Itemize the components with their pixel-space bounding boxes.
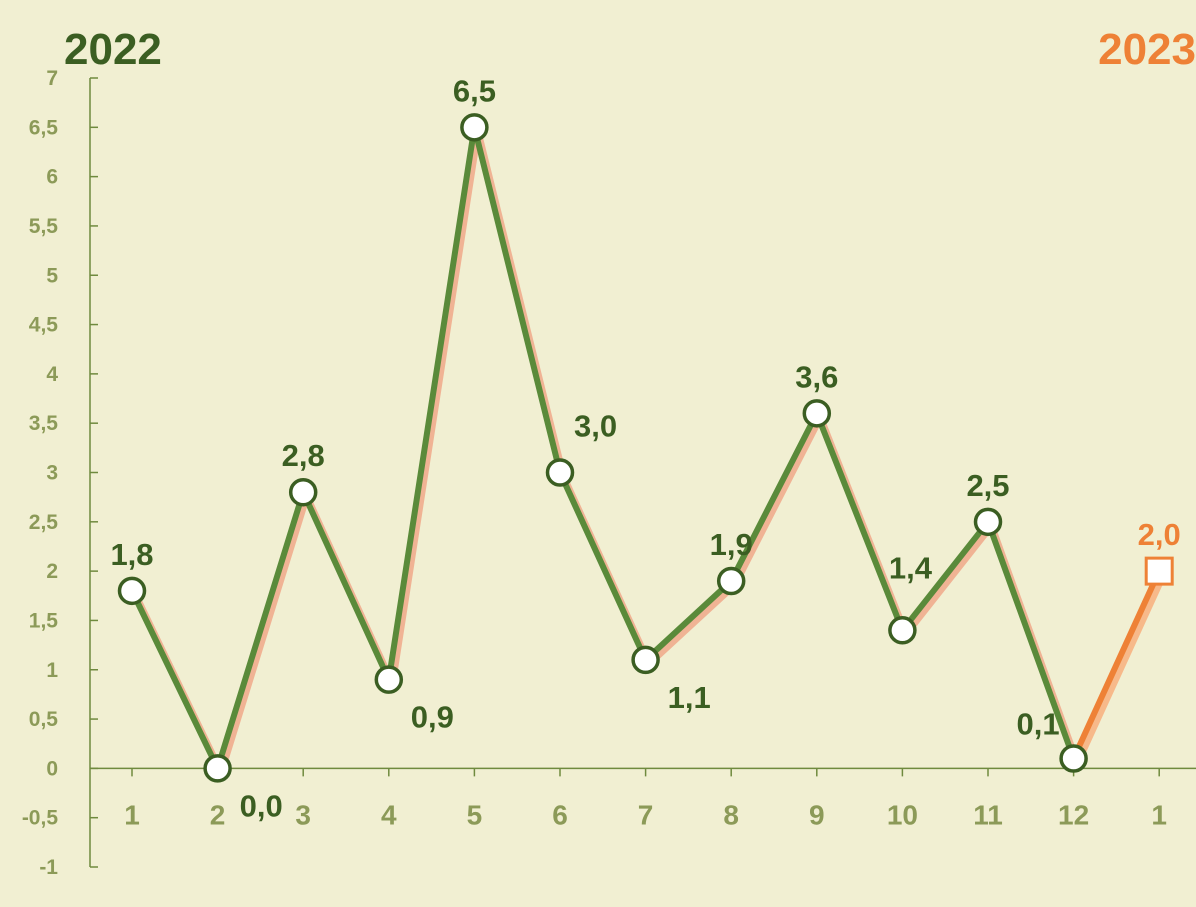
x-tick-label: 4 — [381, 799, 397, 830]
data-label-2022: 1,8 — [110, 537, 153, 572]
x-tick-label: 6 — [552, 799, 568, 830]
x-tick-label: 9 — [809, 799, 825, 830]
data-label-2022: 1,4 — [889, 550, 933, 585]
data-label-2022: 6,5 — [453, 73, 496, 108]
data-point-2022 — [802, 399, 832, 428]
y-tick-label: 5,5 — [29, 215, 59, 238]
y-tick-label: 3,5 — [29, 412, 59, 435]
y-tick-label: 7 — [46, 67, 58, 90]
data-label-2022: 1,1 — [668, 680, 711, 715]
data-label-2022: 3,0 — [574, 409, 617, 444]
data-point-2022 — [288, 477, 318, 507]
series-2022-line — [129, 124, 1077, 772]
series-2023-legend: 2023 — [1098, 25, 1196, 74]
data-label-2022: 2,8 — [282, 438, 325, 473]
data-label-2022: 2,5 — [966, 468, 1009, 503]
data-point-2022 — [545, 458, 575, 487]
y-tick-label: 0,5 — [29, 708, 59, 731]
x-tick-label: 2 — [210, 799, 226, 830]
data-label-2022: 3,6 — [795, 359, 838, 394]
data-label-2022: 1,9 — [710, 527, 753, 562]
x-tick-label: 8 — [723, 799, 739, 830]
y-tick-label: 6 — [46, 166, 58, 189]
data-label-2022: 0,9 — [411, 700, 454, 735]
y-tick-label: -0,5 — [22, 807, 59, 830]
x-tick-label: 7 — [638, 799, 654, 830]
y-tick-label: 2 — [46, 560, 58, 583]
y-tick-label: 1 — [46, 659, 58, 682]
x-tick-label: 11 — [973, 799, 1003, 830]
data-point-2022 — [1059, 744, 1088, 773]
data-point-2023 — [1144, 556, 1174, 586]
y-tick-label: -1 — [39, 856, 58, 879]
y-tick-label: 2,5 — [29, 511, 59, 534]
data-point-2022 — [888, 616, 917, 645]
x-tick-label: 3 — [295, 799, 311, 830]
data-point-2022 — [117, 576, 147, 606]
x-tick-label: 10 — [887, 799, 918, 830]
x-tick-label: 1 — [1151, 799, 1167, 830]
series-2023-line — [1070, 569, 1162, 760]
x-tick-label: 12 — [1058, 799, 1089, 830]
y-tick-label: 4 — [46, 363, 58, 386]
series-2022-legend: 2022 — [64, 25, 162, 74]
y-tick-label: 6,5 — [29, 116, 59, 139]
y-tick-label: 1,5 — [29, 609, 59, 632]
data-point-2022 — [973, 507, 1003, 537]
data-point-2022 — [460, 113, 489, 142]
data-point-2022 — [374, 665, 404, 694]
data-point-2022 — [631, 645, 660, 675]
data-point-2022 — [203, 754, 232, 783]
x-tick-label: 1 — [124, 799, 140, 830]
y-tick-label: 5 — [46, 264, 58, 287]
y-tick-label: 4,5 — [29, 314, 59, 337]
series-2023-shadow — [1074, 573, 1167, 764]
data-label-2023: 2,0 — [1138, 517, 1181, 552]
y-tick-label: 0 — [46, 757, 58, 780]
data-label-2022: 0,1 — [1016, 707, 1059, 742]
x-tick-label: 5 — [467, 799, 483, 830]
data-label-2022: 0,0 — [240, 788, 283, 823]
series-2022-shadow — [133, 128, 1081, 776]
data-point-2022 — [716, 566, 746, 596]
y-tick-label: 3 — [46, 462, 58, 485]
